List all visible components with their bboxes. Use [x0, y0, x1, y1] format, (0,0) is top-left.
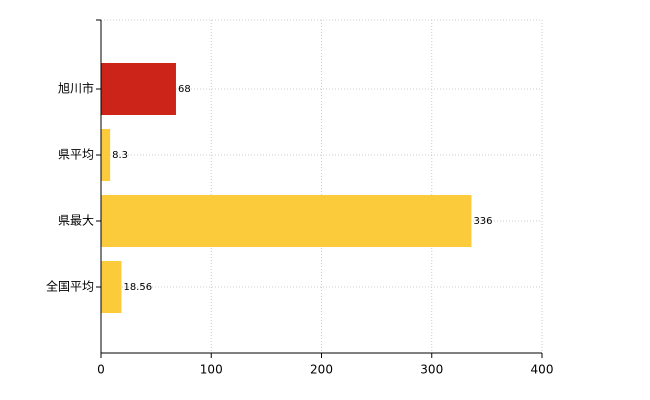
y-tick-label: 県最大 — [58, 214, 94, 228]
x-tick-label: 400 — [531, 363, 554, 377]
x-tick-label: 200 — [310, 363, 333, 377]
y-tick-label: 県平均 — [58, 148, 94, 162]
x-tick-label: 0 — [97, 363, 105, 377]
value-label: 68 — [178, 84, 191, 95]
value-label: 336 — [473, 216, 492, 227]
value-label: 8.3 — [112, 150, 128, 161]
bar — [101, 195, 472, 247]
x-tick-label: 100 — [200, 363, 223, 377]
y-tick-label: 旭川市 — [58, 81, 94, 96]
value-label: 18.56 — [123, 282, 152, 293]
bar — [101, 129, 111, 181]
bar — [101, 261, 122, 313]
x-tick-label: 300 — [420, 363, 443, 377]
bar — [101, 63, 176, 115]
y-tick-label: 全国平均 — [46, 279, 94, 294]
